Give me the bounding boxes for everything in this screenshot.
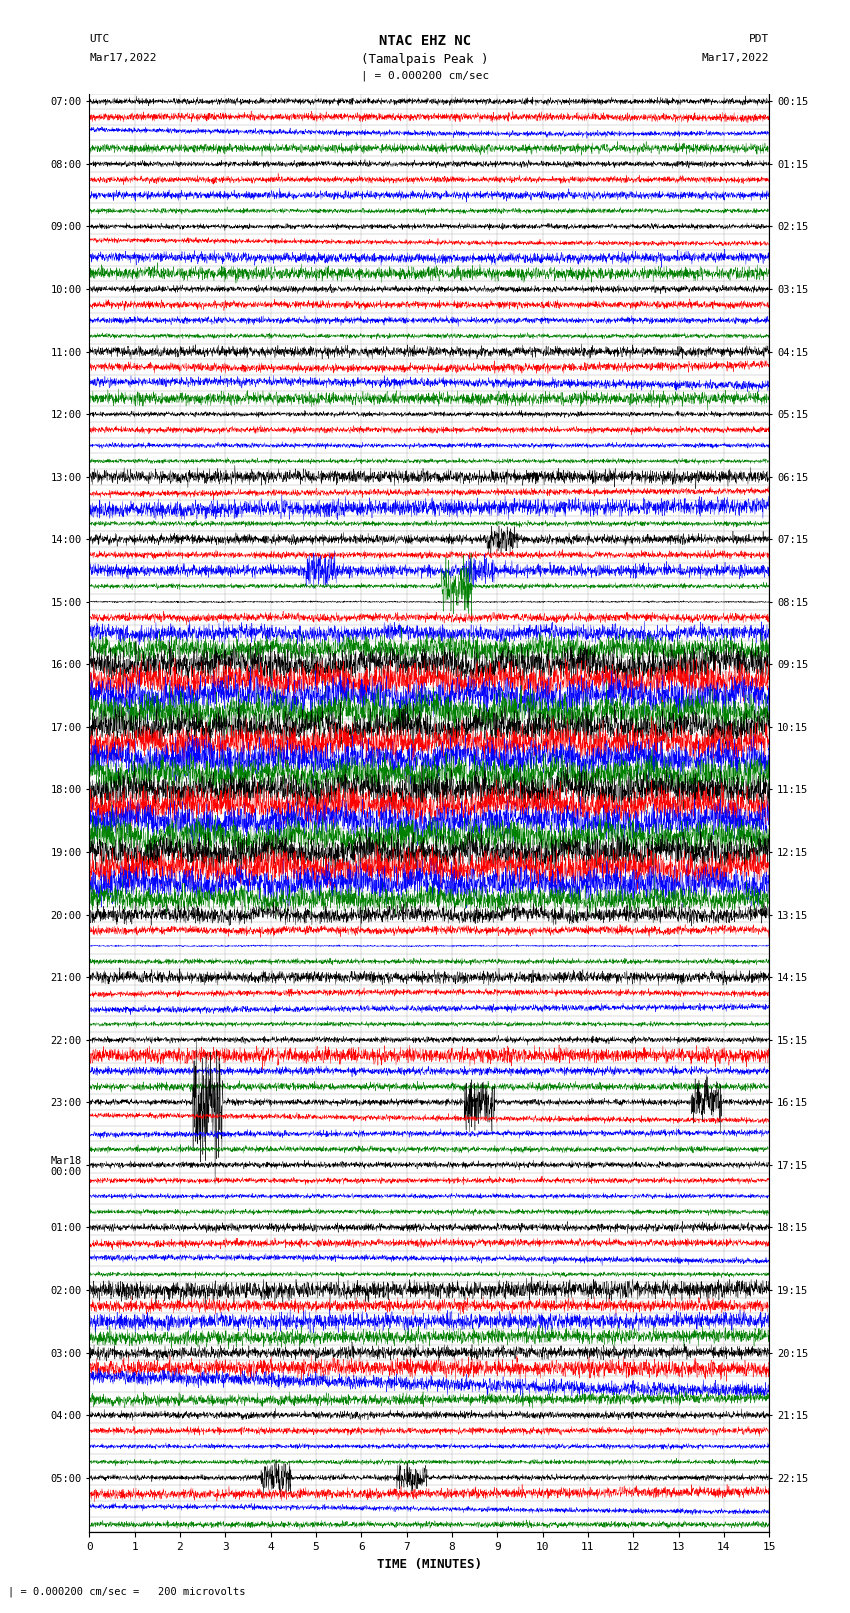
Text: (Tamalpais Peak ): (Tamalpais Peak ) bbox=[361, 53, 489, 66]
Text: PDT: PDT bbox=[749, 34, 769, 44]
X-axis label: TIME (MINUTES): TIME (MINUTES) bbox=[377, 1558, 482, 1571]
Text: Mar17,2022: Mar17,2022 bbox=[89, 53, 156, 63]
Text: | = 0.000200 cm/sec =   200 microvolts: | = 0.000200 cm/sec = 200 microvolts bbox=[8, 1586, 246, 1597]
Text: NTAC EHZ NC: NTAC EHZ NC bbox=[379, 34, 471, 48]
Text: Mar17,2022: Mar17,2022 bbox=[702, 53, 769, 63]
Text: UTC: UTC bbox=[89, 34, 110, 44]
Text: | = 0.000200 cm/sec: | = 0.000200 cm/sec bbox=[361, 71, 489, 82]
